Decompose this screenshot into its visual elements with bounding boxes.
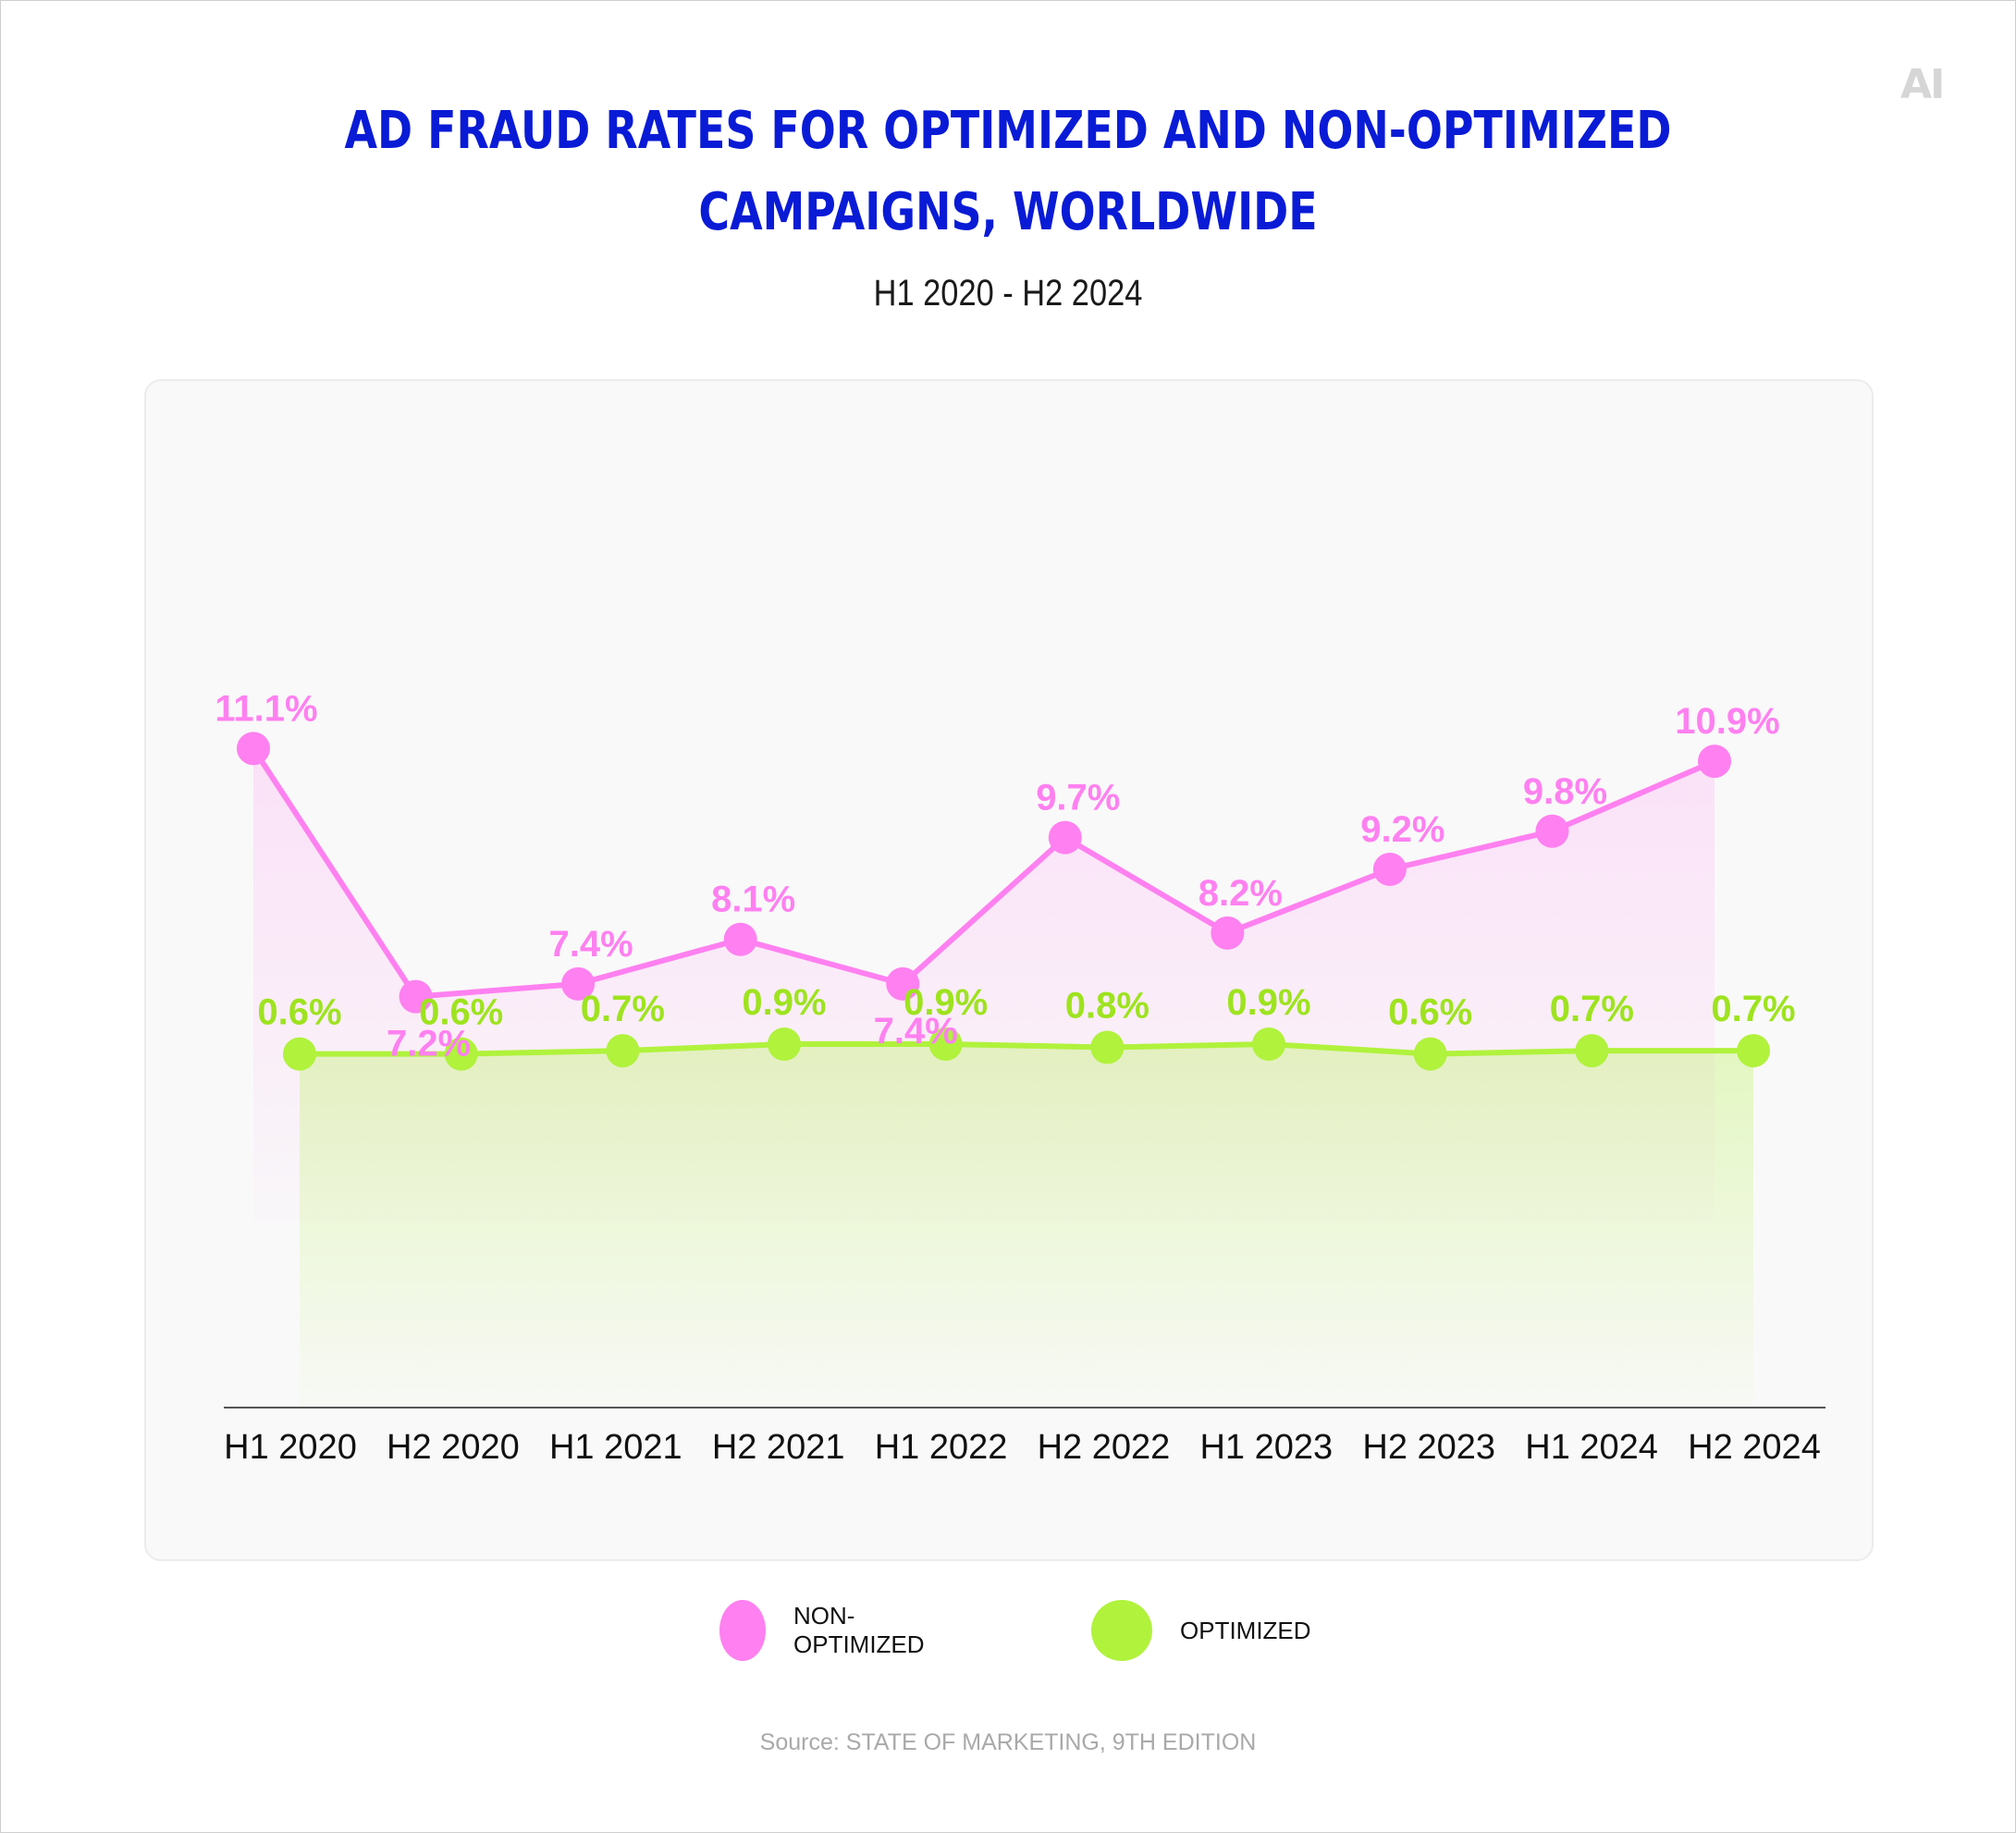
optimized-value-label: 0.9% (904, 982, 988, 1023)
legend-item-non-optimized: NON-OPTIMIZED (719, 1600, 940, 1661)
non-optimized-value-label: 8.2% (1199, 873, 1283, 914)
non-optimized-value-label: 9.7% (1036, 778, 1120, 818)
non-optimized-value-label: 7.4% (549, 924, 633, 965)
non-optimized-point (1535, 814, 1569, 848)
brand-logo: AI (1900, 61, 1945, 108)
optimized-value-label: 0.7% (1711, 989, 1795, 1029)
non-optimized-value-label: 7.2% (387, 1024, 471, 1064)
non-optimized-point (1211, 916, 1245, 950)
non-optimized-point (561, 966, 596, 1001)
optimized-point (1737, 1034, 1770, 1068)
optimized-value-label: 0.6% (419, 992, 503, 1033)
x-tick-label: H2 2020 (387, 1428, 520, 1467)
optimized-point (928, 1027, 963, 1061)
area-fills (253, 748, 1753, 1406)
non-optimized-point (1048, 820, 1082, 855)
legend-item-optimized: OPTIMIZED (1091, 1600, 1311, 1661)
non-optimized-point (1372, 853, 1407, 887)
optimized-value-label: 0.9% (742, 982, 826, 1023)
non-optimized-value-label: 8.1% (711, 880, 795, 920)
legend-swatch-optimized (1091, 1600, 1152, 1661)
x-tick-label: H1 2020 (224, 1428, 357, 1467)
optimized-value-label: 0.9% (1226, 982, 1310, 1023)
x-tick-label: H1 2024 (1525, 1428, 1658, 1467)
non-optimized-value-label: 11.1% (215, 688, 317, 729)
chart-title: AD FRAUD RATES FOR OPTIMIZED AND NON-OPT… (181, 91, 1835, 253)
non-optimized-point (237, 732, 270, 766)
non-optimized-point (723, 922, 757, 956)
legend-label-non-optimized: NON-OPTIMIZED (793, 1602, 925, 1658)
optimized-point (1575, 1034, 1609, 1068)
data-labels: 11.1% 7.2% 7.4% 8.1% 7.4% 9.7% 8.2% 9.2% 9.8% 10.… (215, 688, 1795, 1064)
x-axis-ticks: H1 2020 H2 2020 H1 2021 H2 2021 H1 2022 H2 20… (224, 1428, 1821, 1467)
optimized-value-label: 0.6% (1388, 992, 1472, 1033)
non-optimized-point (886, 966, 920, 1001)
non-optimized-point (1698, 744, 1731, 779)
optimized-value-label: 0.7% (581, 989, 665, 1029)
optimized-point (283, 1037, 316, 1071)
optimized-point (606, 1034, 640, 1068)
optimized-line (297, 1041, 1756, 1057)
x-tick-label: H2 2023 (1362, 1428, 1495, 1467)
x-tick-label: H1 2021 (549, 1428, 682, 1467)
chart-title-line-1: AD FRAUD RATES FOR OPTIMIZED AND NON-OPT… (344, 101, 1672, 161)
x-tick-label: H2 2021 (712, 1428, 845, 1467)
optimized-value-label: 0.7% (1550, 989, 1634, 1029)
optimized-point (768, 1027, 801, 1061)
non-optimized-value-label: 9.8% (1523, 771, 1607, 812)
non-optimized-value-label: 9.2% (1360, 809, 1444, 850)
optimized-point (1413, 1037, 1447, 1071)
x-tick-label: H2 2024 (1688, 1428, 1821, 1467)
series-lines (251, 745, 1756, 1057)
optimized-area (300, 1044, 1753, 1406)
non-optimized-point (399, 979, 433, 1014)
chart-subtitle: H1 2020 - H2 2024 (873, 273, 1143, 314)
optimized-point (444, 1037, 478, 1071)
series-markers (237, 732, 1770, 1071)
line-chart: 11.1% 7.2% 7.4% 8.1% 7.4% 9.7% 8.2% 9.2% 9.8% 10.… (215, 688, 1825, 1467)
x-tick-label: H1 2022 (875, 1428, 1008, 1467)
optimized-value-label: 0.8% (1065, 986, 1149, 1027)
optimized-point (1252, 1027, 1285, 1061)
non-optimized-line (251, 745, 1717, 1000)
x-tick-label: H2 2022 (1038, 1428, 1171, 1467)
source-note: Source: STATE OF MARKETING, 9TH EDITION (759, 1729, 1257, 1755)
legend-label-optimized: OPTIMIZED (1180, 1616, 1311, 1644)
legend-swatch-non-optimized (719, 1600, 766, 1661)
chart-title-line-2: CAMPAIGNS, WORLDWIDE (698, 182, 1318, 242)
non-optimized-value-label: 7.4% (874, 1011, 958, 1052)
x-tick-label: H1 2023 (1199, 1428, 1333, 1467)
optimized-value-label: 0.6% (257, 992, 341, 1033)
optimized-point (1090, 1030, 1125, 1064)
non-optimized-value-label: 10.9% (1675, 701, 1779, 742)
